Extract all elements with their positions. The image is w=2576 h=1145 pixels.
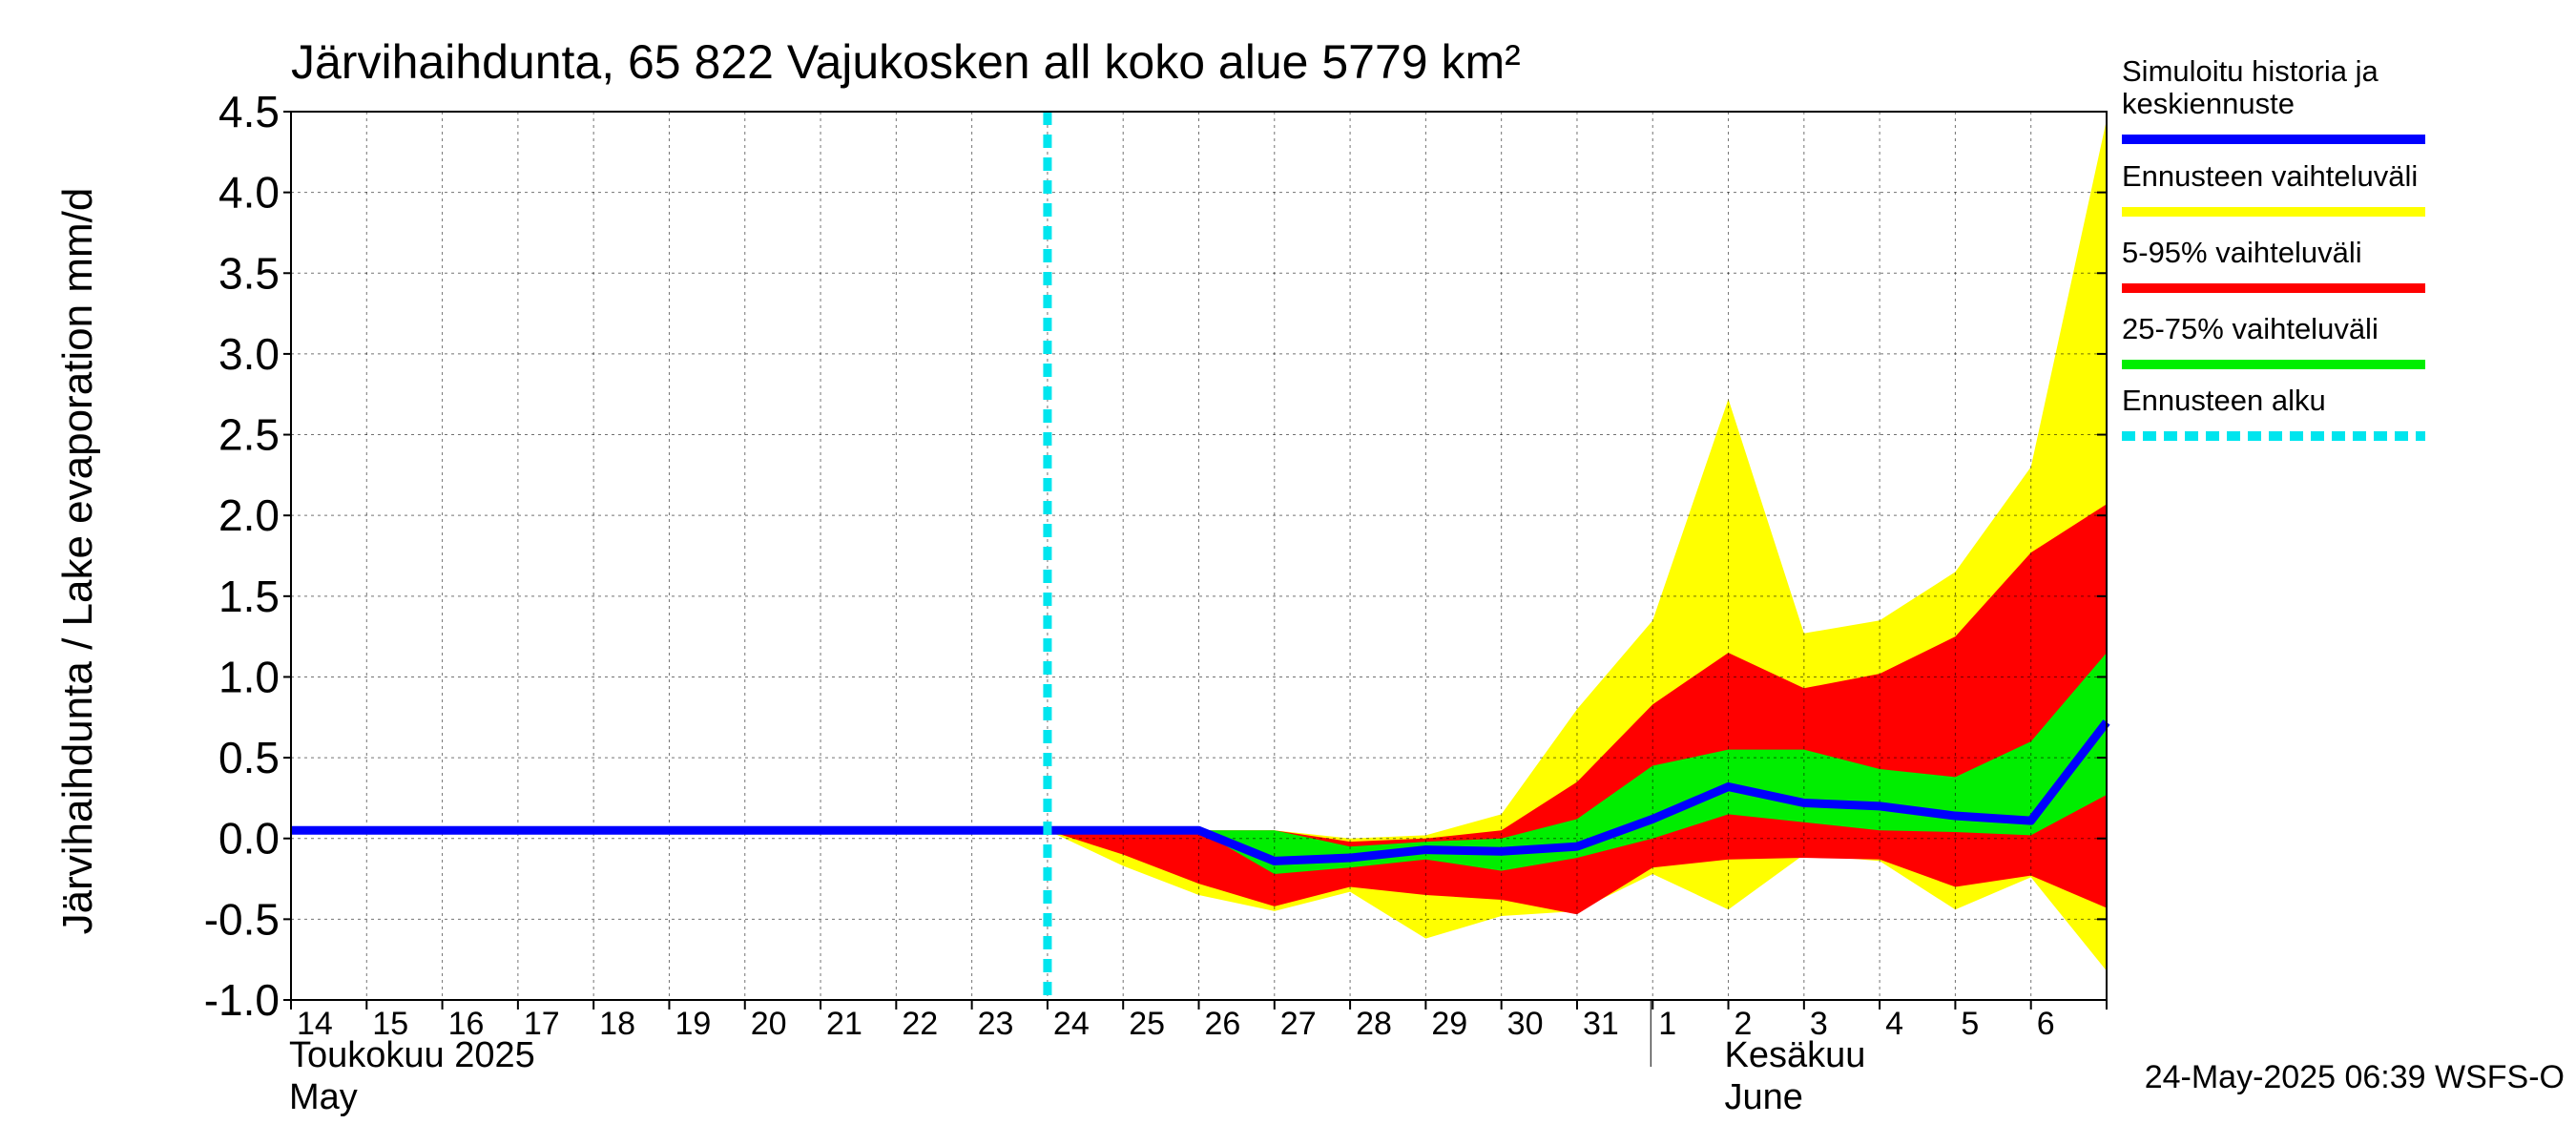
x-tick-label: 25 <box>1129 1006 1165 1042</box>
x-tick-label: 22 <box>902 1006 938 1042</box>
month-label-fi: Kesäkuu <box>1725 1035 1866 1075</box>
legend-label: 5-95% vaihteluväli <box>2122 236 2362 269</box>
x-tick-label: 5 <box>1961 1006 1979 1042</box>
legend-label: Ennusteen alku <box>2122 384 2326 417</box>
chart-title: Järvihaihdunta, 65 822 Vajukosken all ko… <box>291 35 1521 89</box>
legend-item: 25-75% vaihteluväli <box>2122 312 2425 369</box>
month-label-en: June <box>1725 1077 1803 1117</box>
y-axis: 4.5 4.0 3.5 3.0 2.5 2.0 1.5 1.0 0.5 0.0 -0.5 -1.0 <box>204 87 2107 1025</box>
y-tick-label: 2.0 <box>218 490 280 540</box>
y-tick-label: 0.0 <box>218 814 280 864</box>
x-tick-label: 4 <box>1885 1006 1903 1042</box>
x-tick-label: 28 <box>1356 1006 1392 1042</box>
legend-label: 25-75% vaihteluväli <box>2122 312 2379 345</box>
x-tick-label: 17 <box>524 1006 560 1042</box>
y-tick-label: 1.0 <box>218 652 280 701</box>
legend-label: Simuloitu historia ja <box>2122 54 2379 88</box>
y-tick-label: 3.5 <box>218 248 280 298</box>
x-tick-label: 19 <box>675 1006 711 1042</box>
x-tick-label: 21 <box>826 1006 862 1042</box>
x-tick-label: 15 <box>372 1006 408 1042</box>
legend-item: Ennusteen vaihteluväli <box>2122 159 2425 217</box>
grid <box>291 112 2107 1000</box>
y-tick-label: 1.5 <box>218 572 280 621</box>
series-lines <box>291 112 2110 1000</box>
x-tick-label: 31 <box>1583 1006 1619 1042</box>
x-tick-label: 16 <box>448 1006 485 1042</box>
y-tick-label: 4.0 <box>218 168 280 218</box>
y-tick-label: -0.5 <box>204 894 280 944</box>
y-tick-label: 3.0 <box>218 329 280 379</box>
x-tick-label: 2 <box>1735 1006 1753 1042</box>
x-tick-label: 29 <box>1431 1006 1467 1042</box>
band-5-95 <box>291 504 2107 915</box>
y-tick-label: 2.5 <box>218 410 280 460</box>
x-tick-label: 27 <box>1280 1006 1317 1042</box>
month-label-fi: Toukokuu 2025 <box>289 1035 535 1075</box>
median-forecast-line <box>291 719 2110 865</box>
x-tick-label: 3 <box>1810 1006 1828 1042</box>
legend-item: Ennusteen alku <box>2122 384 2425 441</box>
x-tick-label: 6 <box>2037 1006 2055 1042</box>
x-tick-label: 30 <box>1507 1006 1544 1042</box>
x-tick-label: 14 <box>297 1006 333 1042</box>
legend-label: Ennusteen vaihteluväli <box>2122 159 2418 193</box>
y-axis-label: Järvihaihdunta / Lake evaporation mm/d <box>54 188 101 935</box>
y-tick-label: -1.0 <box>204 975 280 1025</box>
x-axis: 14 15 16 17 18 19 20 21 22 23 24 25 26 27 28 29 30 31 1 2 3 4… <box>289 1000 2108 1117</box>
x-tick-label: 26 <box>1205 1006 1241 1042</box>
x-tick-label: 18 <box>599 1006 635 1042</box>
y-tick-label: 0.5 <box>218 733 280 782</box>
legend-label: keskiennuste <box>2122 87 2295 120</box>
x-tick-label: 20 <box>751 1006 787 1042</box>
legend-item: 5-95% vaihteluväli <box>2122 236 2425 293</box>
x-tick-label: 1 <box>1658 1006 1676 1042</box>
x-tick-label: 23 <box>978 1006 1014 1042</box>
timestamp-footer: 24-May-2025 06:39 WSFS-O <box>2145 1059 2565 1095</box>
x-tick-label: 24 <box>1053 1006 1090 1042</box>
month-label-en: May <box>289 1077 358 1117</box>
y-tick-label: 4.5 <box>218 87 280 136</box>
